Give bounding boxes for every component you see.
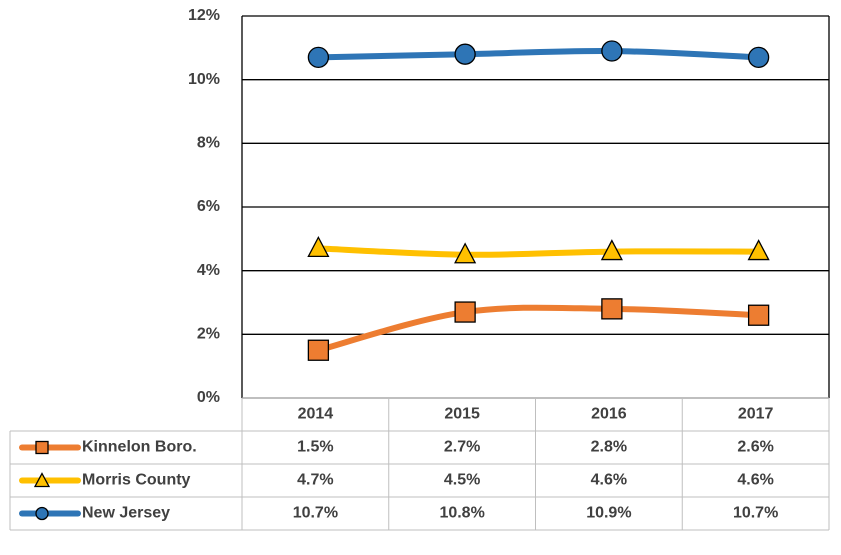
- data-label: 1.5%: [297, 439, 333, 456]
- series-line: [315, 47, 762, 61]
- data-label: 2.7%: [444, 439, 480, 456]
- x-tick-label: 2016: [591, 406, 627, 423]
- y-tick-label: 8%: [197, 135, 220, 152]
- legend-label: New Jersey: [82, 505, 170, 522]
- data-label: 10.9%: [586, 505, 631, 522]
- x-tick-label: 2017: [738, 406, 774, 423]
- marker: [747, 46, 770, 69]
- marker: [454, 242, 477, 264]
- marker: [35, 440, 49, 455]
- y-tick-label: 10%: [188, 71, 220, 88]
- data-label: 4.5%: [444, 472, 480, 489]
- marker: [307, 46, 330, 69]
- y-tick-label: 2%: [197, 326, 220, 343]
- marker: [601, 40, 623, 62]
- y-tick-label: 0%: [197, 389, 220, 406]
- data-label: 2.8%: [591, 439, 627, 456]
- marker: [747, 304, 770, 326]
- marker: [33, 472, 51, 488]
- data-label: 10.7%: [733, 505, 778, 522]
- marker: [454, 301, 476, 323]
- marker: [454, 43, 476, 65]
- marker: [307, 235, 330, 258]
- data-label: 4.6%: [737, 472, 773, 489]
- data-label: 10.8%: [439, 505, 484, 522]
- marker: [600, 239, 623, 261]
- data-label: 10.7%: [293, 505, 338, 522]
- y-tick-label: 4%: [197, 262, 220, 279]
- marker: [307, 339, 330, 361]
- legend-label: Morris County: [82, 472, 191, 489]
- x-tick-label: 2014: [298, 406, 334, 423]
- marker: [747, 239, 770, 261]
- marker: [601, 298, 623, 320]
- series-line: [315, 304, 762, 354]
- data-label: 4.6%: [591, 472, 627, 489]
- legend-label: Kinnelon Boro.: [82, 439, 197, 456]
- y-tick-label: 6%: [197, 198, 220, 215]
- marker: [35, 506, 49, 521]
- x-tick-label: 2015: [444, 406, 480, 423]
- data-label: 2.6%: [737, 439, 773, 456]
- y-tick-label: 12%: [188, 7, 220, 24]
- series-line: [315, 245, 762, 258]
- data-label: 4.7%: [297, 472, 333, 489]
